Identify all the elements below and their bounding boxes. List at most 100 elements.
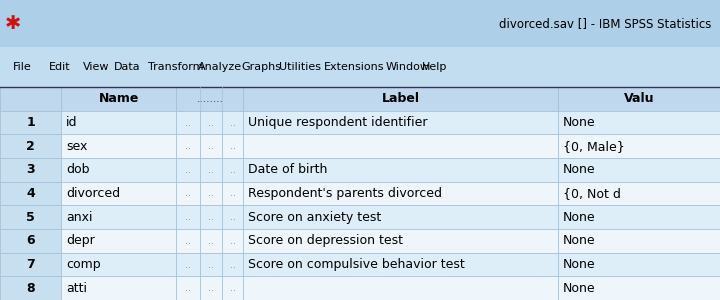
Text: Help: Help [422, 62, 447, 72]
Text: 1: 1 [26, 116, 35, 129]
Bar [61, 276, 176, 300]
Bar [176, 182, 200, 205]
Bar [176, 276, 200, 300]
Bar [0, 229, 61, 253]
Text: ..: .. [185, 236, 192, 246]
Text: divorced: divorced [66, 187, 120, 200]
Text: Valu: Valu [624, 92, 654, 105]
Text: Analyze: Analyze [198, 62, 242, 72]
Text: ..: .. [208, 212, 214, 222]
Text: View: View [83, 62, 109, 72]
Bar [200, 182, 222, 205]
Text: ..: .. [230, 165, 235, 175]
Text: divorced.sav [] - IBM SPSS Statistics: divorced.sav [] - IBM SPSS Statistics [499, 17, 711, 30]
Text: Unique respondent identifier: Unique respondent identifier [248, 116, 428, 129]
Text: Transform: Transform [148, 62, 203, 72]
Bar [176, 134, 200, 158]
Text: ..: .. [208, 188, 214, 199]
Bar [243, 111, 558, 134]
Bar [61, 87, 176, 111]
Bar [558, 134, 720, 158]
Text: Name: Name [99, 92, 139, 105]
Text: ..: .. [185, 188, 192, 199]
Bar [0, 276, 61, 300]
Bar [176, 111, 200, 134]
Text: ..: .. [230, 236, 235, 246]
Bar [222, 158, 243, 182]
Text: 6: 6 [27, 234, 35, 247]
Bar [243, 205, 558, 229]
Text: ..: .. [208, 236, 214, 246]
Text: ..: .. [208, 283, 214, 293]
Text: ..: .. [230, 188, 235, 199]
Bar [176, 205, 200, 229]
Bar [0, 87, 61, 111]
Text: Score on anxiety test: Score on anxiety test [248, 211, 382, 224]
Bar [243, 253, 558, 276]
Bar [200, 253, 222, 276]
Bar [200, 111, 222, 134]
Text: ..: .. [185, 141, 192, 151]
Bar [222, 182, 243, 205]
Text: Score on compulsive behavior test: Score on compulsive behavior test [248, 258, 465, 271]
Bar [200, 134, 222, 158]
Bar [176, 229, 200, 253]
Text: 7: 7 [26, 258, 35, 271]
Text: Respondent's parents divorced: Respondent's parents divorced [248, 187, 442, 200]
Text: dob: dob [66, 163, 90, 176]
Bar [558, 276, 720, 300]
Text: ..: .. [230, 283, 235, 293]
Bar [558, 182, 720, 205]
Text: None: None [563, 282, 595, 295]
Bar [243, 134, 558, 158]
Text: comp: comp [66, 258, 101, 271]
Bar [558, 111, 720, 134]
Bar [176, 158, 200, 182]
Bar [61, 182, 176, 205]
Text: None: None [563, 211, 595, 224]
Bar [243, 276, 558, 300]
Text: Label: Label [382, 92, 420, 105]
Bar [0, 134, 61, 158]
Text: Utilities: Utilities [279, 62, 321, 72]
Bar [222, 111, 243, 134]
Bar [61, 205, 176, 229]
Text: ..: .. [185, 260, 192, 269]
Text: ..: .. [230, 212, 235, 222]
Bar [200, 205, 222, 229]
Bar [243, 87, 558, 111]
Bar [61, 253, 176, 276]
Bar [222, 253, 243, 276]
Bar [61, 229, 176, 253]
Bar [243, 158, 558, 182]
Bar [558, 253, 720, 276]
Text: Extensions: Extensions [324, 62, 384, 72]
Bar [61, 158, 176, 182]
Bar [222, 134, 243, 158]
Bar [200, 158, 222, 182]
Bar [558, 87, 720, 111]
Text: ..: .. [185, 118, 192, 128]
Bar [243, 182, 558, 205]
Text: Data: Data [114, 62, 140, 72]
Bar [61, 134, 176, 158]
Bar [558, 158, 720, 182]
Text: {0, Male}: {0, Male} [563, 140, 625, 153]
Text: sex: sex [66, 140, 88, 153]
Bar [0, 158, 61, 182]
Text: None: None [563, 163, 595, 176]
Bar [558, 229, 720, 253]
Text: ..: .. [208, 165, 214, 175]
Text: anxi: anxi [66, 211, 93, 224]
Text: None: None [563, 258, 595, 271]
Text: {0, Not d: {0, Not d [563, 187, 621, 200]
Text: ..: .. [185, 212, 192, 222]
Bar [222, 229, 243, 253]
Text: ..: .. [230, 118, 235, 128]
Bar [0, 111, 61, 134]
Bar [176, 87, 243, 111]
Text: ........: ........ [197, 94, 223, 104]
Text: ..: .. [208, 141, 214, 151]
Text: depr: depr [66, 234, 95, 247]
Bar [0, 253, 61, 276]
